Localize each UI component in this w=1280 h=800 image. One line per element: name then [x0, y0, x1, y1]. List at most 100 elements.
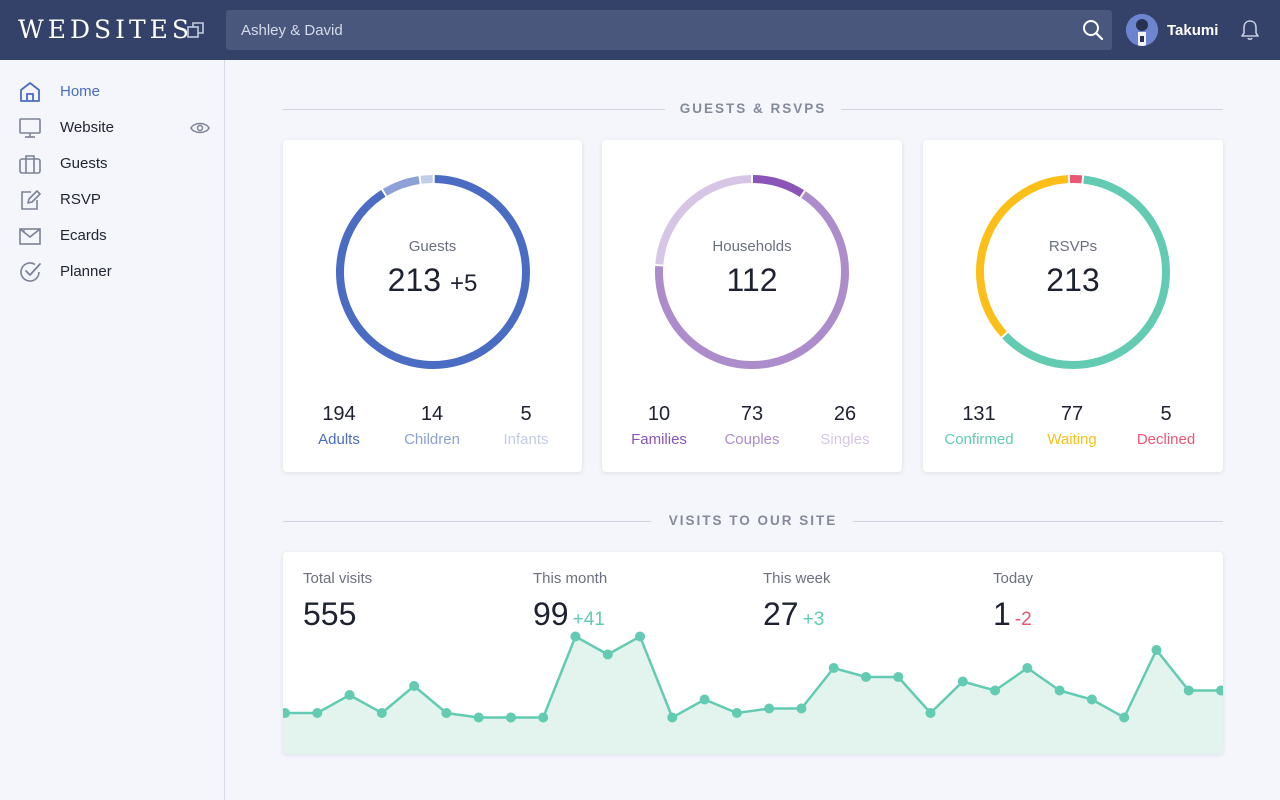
visits-point[interactable] — [473, 712, 484, 723]
confirmed-segment — [1002, 175, 1170, 369]
guests-delta: +5 — [449, 270, 478, 297]
total-visits-stat: Total visits 555 — [303, 570, 372, 632]
rsvps-title: RSVPs — [1048, 238, 1098, 255]
total-visits-number: 555 — [303, 596, 357, 632]
visits-point[interactable] — [538, 712, 549, 723]
adults-stat[interactable]: 194 Adults — [289, 402, 389, 449]
visits-point[interactable] — [764, 703, 775, 714]
declined-stat[interactable]: 5 Declined — [1116, 402, 1216, 449]
switch-site-icon[interactable] — [186, 20, 206, 40]
guests-rsvps-section-title: GUESTS & RSVPS — [283, 99, 1223, 119]
declined-count: 5 — [1160, 403, 1172, 425]
visits-point[interactable] — [602, 649, 613, 660]
confirmed-count: 131 — [962, 403, 996, 425]
waiting-count: 77 — [1060, 403, 1084, 425]
sidebar-item-home[interactable]: Home — [0, 74, 224, 110]
visits-point[interactable] — [409, 681, 420, 691]
month-visits-label: This month — [533, 570, 608, 587]
sidebar-item-website[interactable]: Website — [0, 110, 224, 146]
today-visits-label: Today — [993, 570, 1034, 587]
families-segment — [752, 175, 805, 197]
visits-point[interactable] — [699, 694, 710, 705]
visits-point[interactable] — [1216, 685, 1223, 696]
families-label: Families — [631, 431, 687, 448]
visits-point[interactable] — [1183, 685, 1194, 696]
visits-point[interactable] — [635, 631, 646, 642]
children-count: 14 — [420, 403, 444, 425]
sidebar-item-planner[interactable]: Planner — [0, 254, 224, 290]
waiting-segment — [976, 175, 1069, 337]
eye-icon[interactable] — [190, 119, 210, 137]
visits-point[interactable] — [731, 708, 742, 718]
infants-count: 5 — [520, 403, 532, 425]
sidebar-item-rsvp[interactable]: RSVP — [0, 182, 224, 218]
section-title-text: GUESTS & RSVPS — [679, 101, 827, 116]
visits-point[interactable] — [893, 672, 904, 682]
week-visits-value: 27 +3 — [763, 596, 831, 638]
guests-card[interactable]: Guests 213 +5 194 Adults 14 Children 5 I… — [283, 140, 582, 472]
waiting-stat[interactable]: 77 Waiting — [1022, 402, 1122, 449]
couples-stat[interactable]: 73 Couples — [702, 402, 802, 449]
visits-point[interactable] — [957, 676, 968, 687]
avatar[interactable] — [1126, 14, 1158, 46]
month-visits-delta: +41 — [572, 609, 605, 630]
section-title-text: VISITS TO OUR SITE — [668, 513, 838, 528]
visits-point[interactable] — [505, 712, 516, 723]
couples-segment — [655, 191, 849, 369]
sidebar-item-label: Planner — [60, 263, 112, 280]
month-visits-stat: This month 99 +41 — [533, 570, 607, 638]
visits-point[interactable] — [283, 708, 290, 718]
bell-icon[interactable] — [1238, 18, 1262, 42]
visits-point[interactable] — [925, 708, 936, 718]
total-visits-label: Total visits — [303, 570, 373, 587]
search-bar — [226, 10, 1112, 50]
singles-stat[interactable]: 26 Singles — [795, 402, 895, 449]
singles-segment — [655, 175, 752, 265]
visits-point[interactable] — [1054, 685, 1065, 696]
visits-point[interactable] — [1022, 663, 1033, 673]
guests-total-value: 213 — [387, 262, 442, 298]
visits-point[interactable] — [376, 708, 387, 718]
sidebar-item-guests[interactable]: Guests — [0, 146, 224, 182]
user-menu[interactable]: Takumi — [1126, 14, 1218, 46]
search-input[interactable] — [226, 10, 1066, 50]
search-icon[interactable] — [1082, 19, 1104, 41]
children-label: Children — [404, 431, 460, 448]
sidebar-item-label: RSVP — [60, 191, 101, 208]
singles-label: Singles — [820, 431, 870, 448]
visits-point[interactable] — [312, 708, 323, 718]
visits-point[interactable] — [860, 672, 871, 682]
visits-card: Total visits 555 This month 99 +41 This w… — [283, 552, 1223, 754]
visits-point[interactable] — [1086, 694, 1097, 705]
couples-label: Couples — [724, 431, 780, 448]
confirmed-stat[interactable]: 131 Confirmed — [929, 402, 1029, 449]
top-bar: WEDSITES Takumi — [0, 0, 1280, 60]
visits-point[interactable] — [990, 685, 1001, 696]
visits-point[interactable] — [1151, 645, 1162, 655]
rsvps-card[interactable]: RSVPs 213 131 Confirmed 77 Waiting 5 Dec… — [923, 140, 1223, 472]
check-circle-icon — [20, 262, 41, 282]
visits-point[interactable] — [1119, 712, 1130, 723]
visits-point[interactable] — [828, 663, 839, 673]
households-card[interactable]: Households 112 10 Families 73 Couples 26… — [602, 140, 902, 472]
week-visits-stat: This week 27 +3 — [763, 570, 831, 638]
declined-label: Declined — [1136, 431, 1196, 448]
adults-count: 194 — [322, 403, 356, 425]
divider — [283, 109, 665, 110]
sidebar-item-label: Guests — [60, 155, 108, 172]
families-stat[interactable]: 10 Families — [609, 402, 709, 449]
user-name[interactable]: Takumi — [1167, 21, 1219, 39]
infants-stat[interactable]: 5 Infants — [476, 402, 576, 449]
visits-area — [283, 636, 1223, 754]
visits-point[interactable] — [441, 708, 452, 718]
app-logo[interactable]: WEDSITES — [18, 15, 194, 44]
children-stat[interactable]: 14 Children — [382, 402, 482, 449]
visits-point[interactable] — [667, 712, 678, 723]
visits-point[interactable] — [796, 703, 807, 714]
week-visits-delta: +3 — [802, 609, 825, 630]
sidebar-item-ecards[interactable]: Ecards — [0, 218, 224, 254]
households-donut — [655, 175, 849, 369]
week-visits-number: 27 — [763, 596, 799, 632]
visits-point[interactable] — [344, 690, 355, 700]
visits-point[interactable] — [570, 631, 581, 642]
